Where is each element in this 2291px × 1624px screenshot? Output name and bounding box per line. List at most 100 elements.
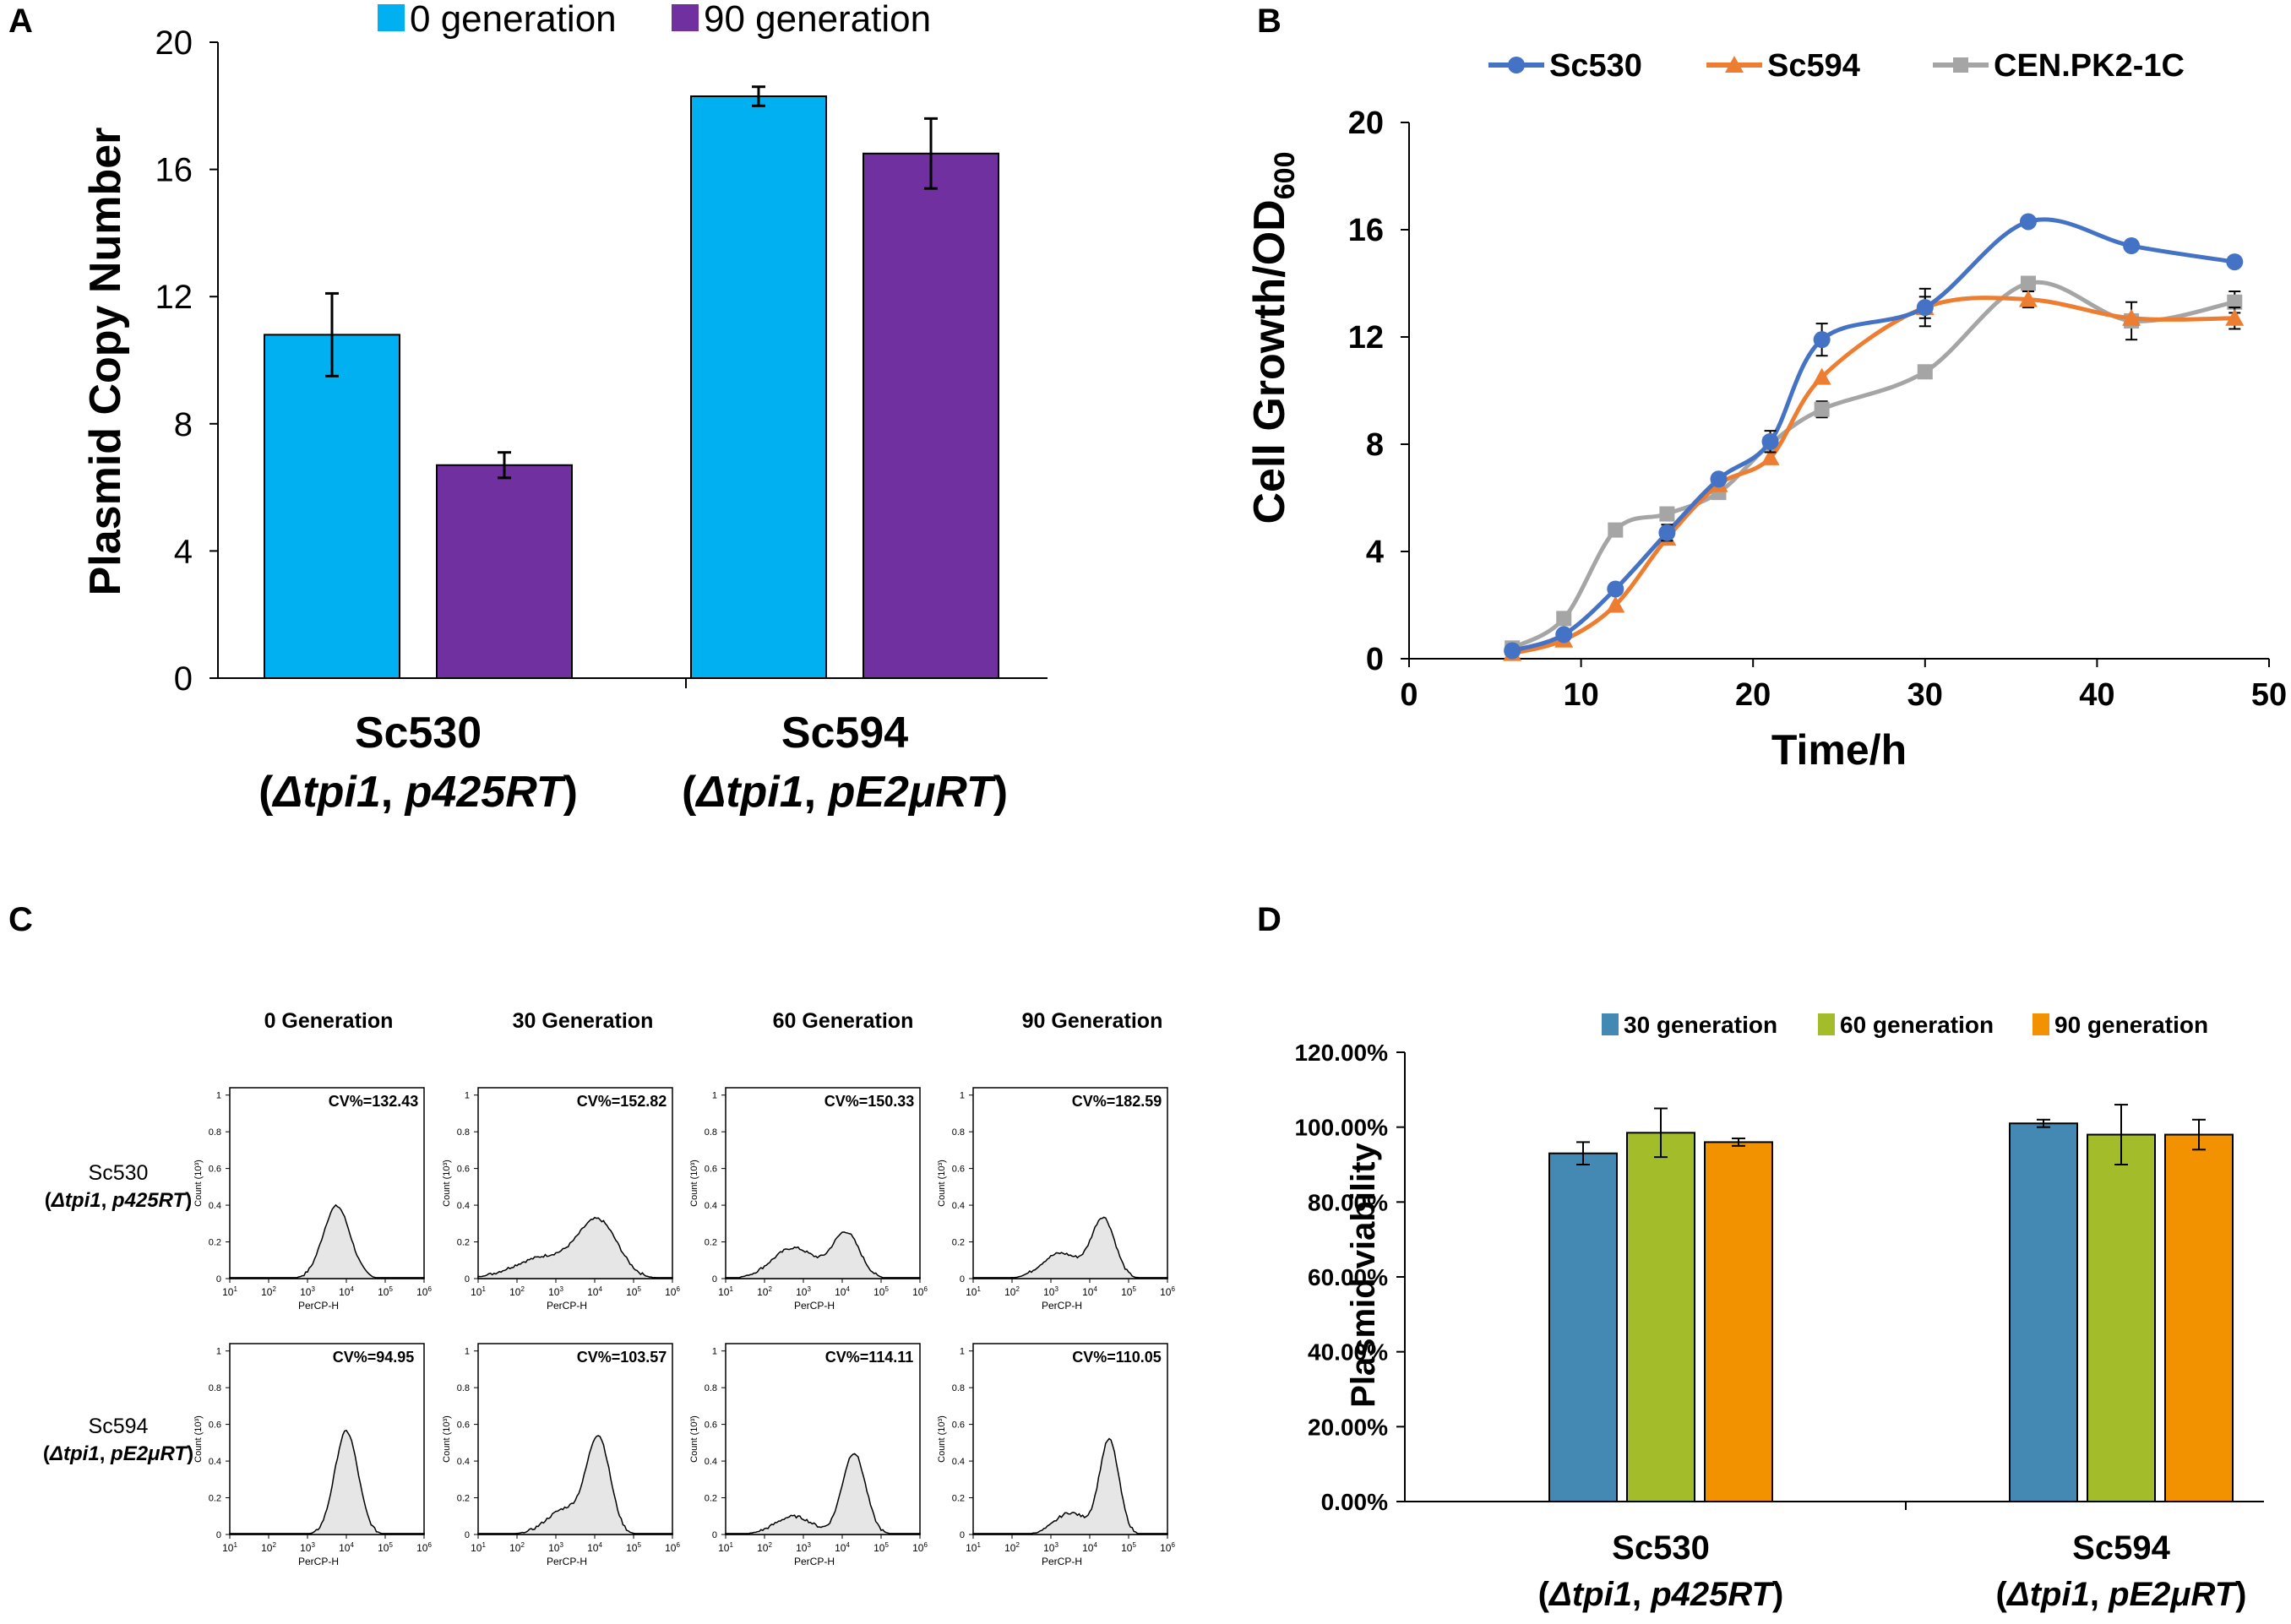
column-header: 30 Generation <box>513 1009 654 1033</box>
y-tick-label: 0.2 <box>457 1494 470 1504</box>
y-tick-label: 0 <box>712 1530 717 1540</box>
x-axis-label: Time/h <box>1771 726 1907 774</box>
group-label: Sc594 <box>781 709 908 758</box>
y-tick-label: 16 <box>155 152 193 189</box>
tick-exp: 6 <box>923 1541 928 1549</box>
tick-exp: 3 <box>807 1285 811 1293</box>
x-axis-label: PerCP-H <box>1042 1556 1082 1567</box>
x-tick-label: 40 <box>2079 677 2114 713</box>
column-header: 90 Generation <box>1022 1009 1163 1033</box>
y-tick-label: 0.8 <box>209 1383 221 1393</box>
bar <box>863 152 999 679</box>
detail-part: pE2μRT <box>827 768 997 817</box>
y-tick-label: 0.8 <box>705 1383 717 1393</box>
tick-base: 10 <box>471 1542 482 1554</box>
x-tick-label: 30 <box>1907 677 1943 713</box>
x-axis-label: PerCP-H <box>1042 1300 1082 1312</box>
y-tick-label: 0.4 <box>952 1201 965 1211</box>
tick-exp: 5 <box>389 1541 393 1549</box>
tick-base: 10 <box>835 1286 846 1298</box>
tick-exp: 5 <box>389 1285 393 1293</box>
tick-base: 10 <box>416 1286 428 1298</box>
x-tick-label: 105 <box>378 1285 393 1298</box>
marker-triangle <box>2225 308 2245 326</box>
tick-base: 10 <box>1160 1286 1172 1298</box>
y-tick-label: 0.6 <box>457 1165 470 1175</box>
y-tick-label: 0 <box>216 1274 221 1285</box>
tick-exp: 2 <box>1015 1285 1020 1293</box>
marker-triangle <box>1812 367 1831 385</box>
tick-exp: 2 <box>768 1285 772 1293</box>
y-tick-label: 0.4 <box>209 1457 221 1467</box>
cv-label: CV%=182.59 <box>1072 1093 1162 1110</box>
plot-frame <box>229 1343 425 1535</box>
row-sublabel: (Δtpi1, p425RT) <box>45 1189 192 1212</box>
x-tick-label: 102 <box>509 1541 525 1554</box>
tick-base: 10 <box>416 1542 428 1554</box>
tick-base: 10 <box>261 1286 273 1298</box>
y-tick-label: 20 <box>155 24 193 62</box>
x-tick-label: 105 <box>626 1285 641 1298</box>
detail-part: ) <box>563 768 578 817</box>
marker-triangle <box>1760 448 1780 465</box>
y-axis-label: Count (10³) <box>937 1160 947 1207</box>
y-tick-label: 1 <box>712 1347 717 1357</box>
x-tick-label: 102 <box>1004 1285 1020 1298</box>
tick-base: 10 <box>873 1286 885 1298</box>
y-tick-label: 60.00% <box>1308 1264 1388 1290</box>
y-tick-label: 0.8 <box>457 1127 470 1138</box>
column-header: 0 Generation <box>264 1009 394 1033</box>
group-label: Sc530 <box>1612 1529 1710 1567</box>
tick-exp: 4 <box>598 1285 602 1293</box>
cv-label: CV%=94.95 <box>333 1349 415 1366</box>
tick-exp: 1 <box>729 1285 733 1293</box>
bar <box>2087 1133 2156 1502</box>
y-axis-label: Cell Growth/OD600 <box>1245 152 1301 524</box>
x-tick-label: 104 <box>835 1285 850 1298</box>
y-tick-label: 0 <box>960 1530 965 1540</box>
cv-label: CV%=110.05 <box>1072 1349 1162 1366</box>
marker-square <box>1814 401 1830 417</box>
x-tick-label: 102 <box>261 1541 276 1554</box>
tick-base: 10 <box>587 1286 599 1298</box>
y-tick-label: 0.4 <box>952 1457 965 1467</box>
x-tick-label: 104 <box>339 1285 354 1298</box>
detail-part: ( <box>682 768 697 817</box>
x-tick-label: 106 <box>416 1541 432 1554</box>
tick-exp: 6 <box>1171 1541 1175 1549</box>
y-tick-label: 8 <box>1366 427 1384 463</box>
y-tick-label: 0.6 <box>457 1420 470 1431</box>
tick-exp: 1 <box>977 1285 981 1293</box>
tick-exp: 1 <box>233 1541 237 1549</box>
marker-circle <box>1916 299 1934 317</box>
detail-part: Δtpi1 <box>694 768 803 817</box>
x-tick-label: 105 <box>1121 1541 1136 1554</box>
y-tick-label: 0.8 <box>952 1127 965 1138</box>
y-tick-label: 0.4 <box>705 1201 717 1211</box>
legend-label: Sc594 <box>1767 48 1860 84</box>
legend-label: 0 generation <box>410 0 617 40</box>
bar <box>690 95 827 679</box>
tick-base: 10 <box>757 1542 769 1554</box>
legend-swatch <box>1602 1013 1619 1035</box>
y-tick-label: 4 <box>1366 535 1384 570</box>
histogram-curve <box>725 1453 921 1535</box>
y-tick-label: 0.4 <box>209 1201 221 1211</box>
tick-exp: 2 <box>272 1541 276 1549</box>
series-line <box>1511 296 2235 656</box>
tick-base: 10 <box>1004 1286 1016 1298</box>
y-tick-label: 0 <box>1366 642 1384 677</box>
legend-label: 60 generation <box>1840 1012 1994 1038</box>
x-tick-label: 104 <box>1082 1285 1097 1298</box>
y-label-main: Cell Growth/OD <box>1245 199 1294 524</box>
panel-label: C <box>8 901 33 938</box>
detail-part: , <box>804 768 829 817</box>
marker-triangle <box>1606 595 1625 613</box>
y-tick-label: 0.4 <box>705 1457 717 1467</box>
x-tick-label: 101 <box>471 1285 486 1298</box>
y-tick-label: 1 <box>960 1091 965 1101</box>
